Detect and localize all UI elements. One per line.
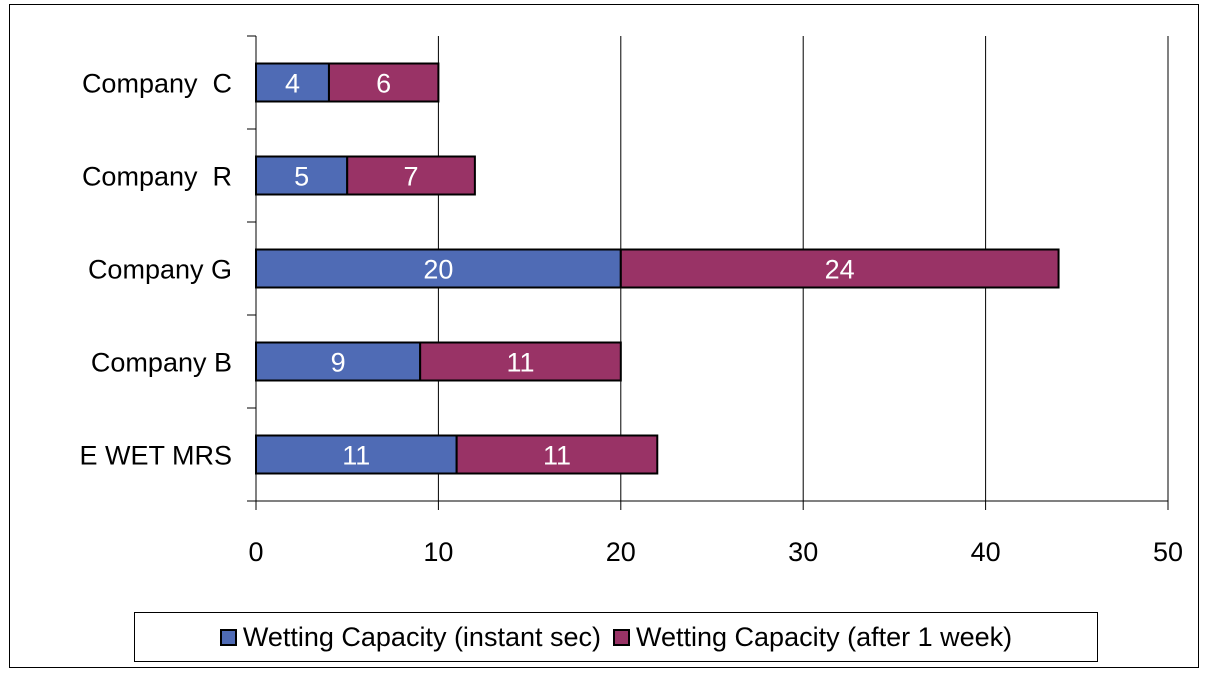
data-label-0-2: 20 <box>423 255 453 285</box>
bar-0-3 <box>255 341 422 382</box>
data-label-1-1: 7 <box>404 162 419 192</box>
category-label-3: Company B <box>91 348 232 378</box>
data-label-0-4: 11 <box>342 441 370 471</box>
data-label-1-3: 11 <box>506 348 534 378</box>
data-label-0-1: 5 <box>294 162 309 192</box>
bar-0-0 <box>255 62 330 103</box>
legend-label-instant: Wetting Capacity (instant sec) <box>242 621 601 652</box>
x-tick-label-2: 20 <box>606 537 636 567</box>
legend-label-week: Wetting Capacity (after 1 week) <box>636 621 1013 652</box>
data-label-1-4: 11 <box>543 441 571 471</box>
x-tick-label-5: 50 <box>1153 537 1183 567</box>
bar-1-3 <box>419 341 622 382</box>
bar-1-1 <box>346 155 476 196</box>
data-label-1-0: 6 <box>376 69 391 99</box>
bar-0-1 <box>255 155 349 196</box>
category-label-2: Company G <box>88 255 232 285</box>
x-tick-label-1: 10 <box>423 537 453 567</box>
data-label-1-2: 24 <box>825 255 855 285</box>
bar-0-2 <box>255 248 622 289</box>
bar-1-4 <box>455 434 659 475</box>
bar-1-0 <box>327 62 440 103</box>
category-label-1: Company R <box>82 162 232 192</box>
legend-item-instant: Wetting Capacity (instant sec) <box>219 621 601 653</box>
data-label-0-3: 9 <box>331 348 346 378</box>
legend-swatch-week <box>613 628 630 646</box>
data-label-0-0: 4 <box>285 69 300 99</box>
x-tick-label-3: 30 <box>788 537 818 567</box>
bar-1-2 <box>619 248 1060 289</box>
legend: Wetting Capacity (instant sec) Wetting C… <box>134 612 1098 662</box>
category-label-0: Company C <box>82 69 232 99</box>
chart-frame <box>9 4 1199 668</box>
x-tick-label-4: 40 <box>971 537 1001 567</box>
category-label-4: E WET MRS <box>79 441 232 471</box>
legend-swatch-instant <box>219 628 237 646</box>
x-tick-label-0: 0 <box>248 537 263 567</box>
legend-item-week: Wetting Capacity (after 1 week) <box>613 622 1012 653</box>
bar-0-4 <box>255 434 458 475</box>
